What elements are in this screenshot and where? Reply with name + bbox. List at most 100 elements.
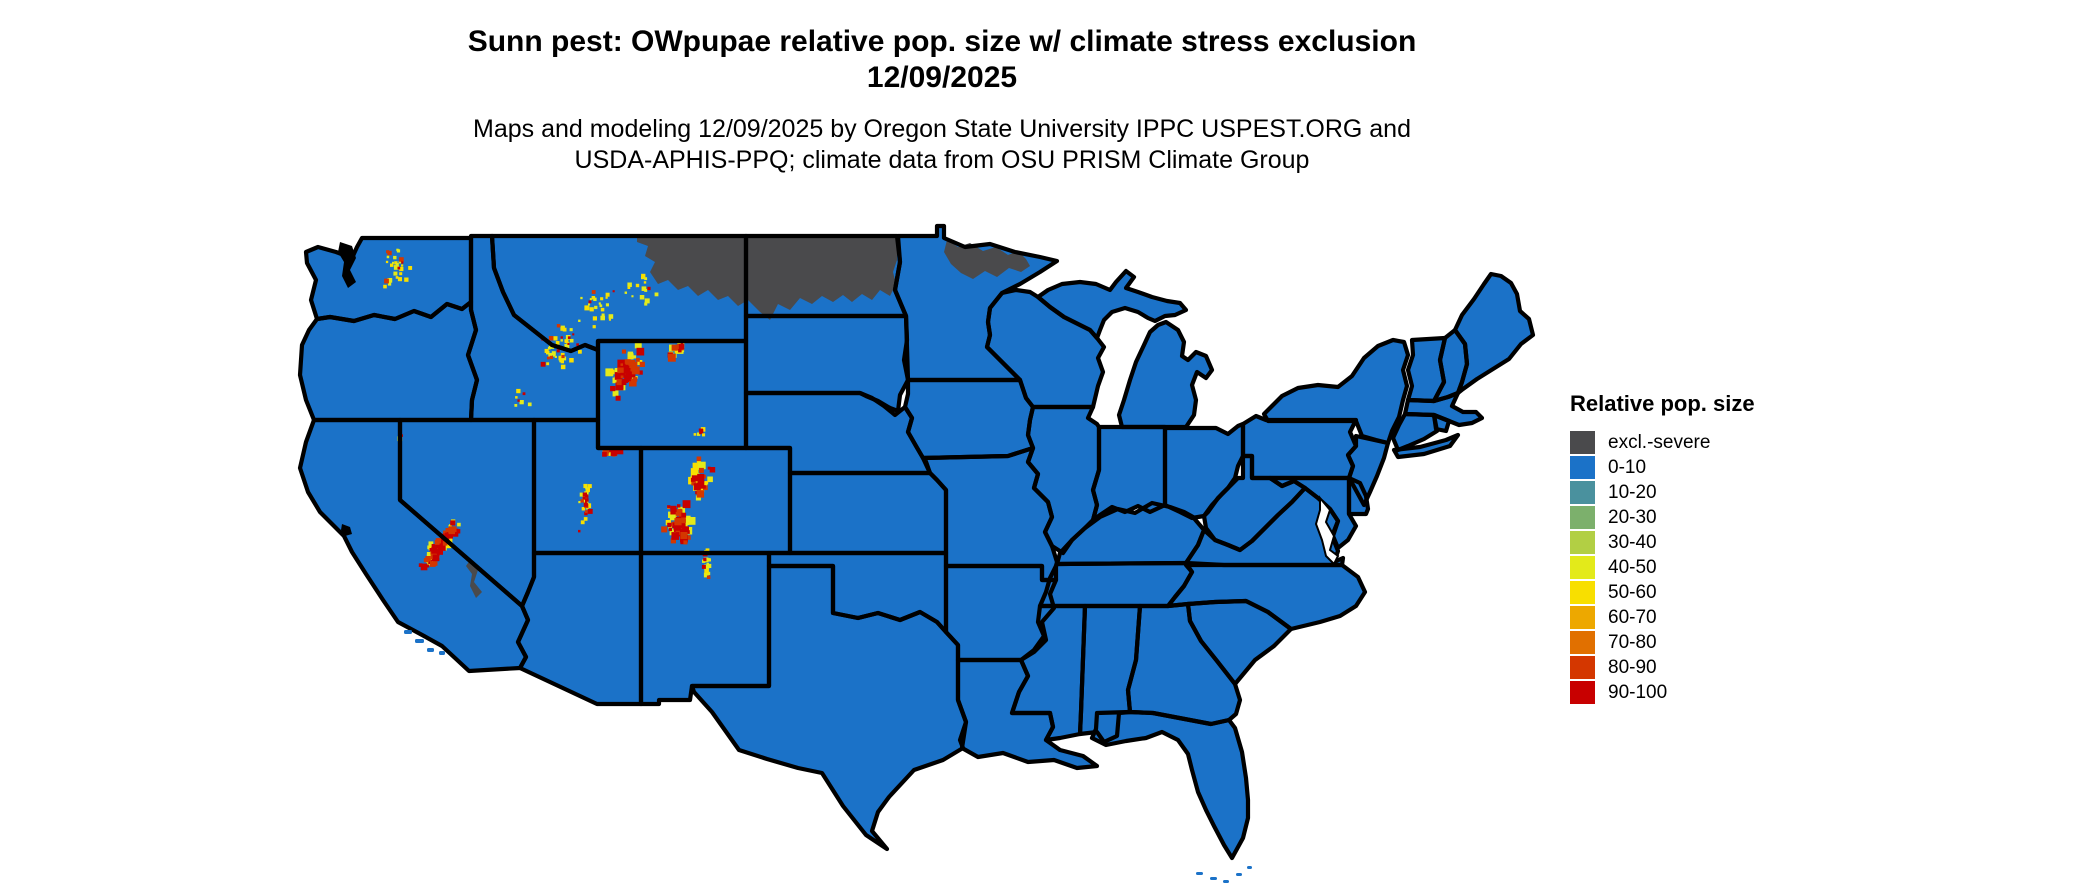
legend-swatch [1570, 456, 1595, 479]
legend-label: 40-50 [1608, 556, 1657, 578]
state-AL [1080, 606, 1140, 742]
state-border-TX [689, 563, 969, 852]
water-puget-sound [338, 242, 356, 288]
island-channel-island [404, 630, 412, 634]
legend-item: 80-90 [1570, 655, 1870, 680]
island-channel-island [415, 639, 424, 643]
island-florida-key [1236, 873, 1242, 876]
island-florida-key [1223, 880, 1229, 883]
state-SC [1188, 601, 1291, 684]
hotspot-sw-montana [578, 290, 627, 329]
legend-swatch [1570, 631, 1595, 654]
exclusion-zone-ca-nv-border-sliver [466, 560, 482, 598]
legend-item: 20-30 [1570, 505, 1870, 530]
state-border-NY-LI [1391, 432, 1461, 460]
hotspot-utah-plateau [578, 483, 593, 533]
legend-label: 20-30 [1608, 506, 1657, 528]
state-IA [905, 380, 1033, 458]
state-CT [1393, 414, 1437, 450]
legend-label: 80-90 [1608, 656, 1657, 678]
state-NV [400, 420, 534, 606]
legend-item: 90-100 [1570, 680, 1870, 705]
state-CO [641, 448, 790, 553]
state-NC [1168, 565, 1365, 629]
subtitle-line-2: USDA-APHIS-PPQ; climate data from OSU PR… [574, 146, 1310, 174]
legend-swatch [1570, 656, 1595, 679]
figure-subtitle: Maps and modeling 12/09/2025 by Oregon S… [230, 114, 1654, 176]
exclusion-zone-northern-montana-north-dakota [637, 238, 897, 320]
state-NJ [1348, 436, 1388, 505]
legend-item: 30-40 [1570, 530, 1870, 555]
hotspot-bighorn [667, 341, 685, 362]
hotspot-wy-medicine-bow [693, 427, 706, 437]
state-MD [1270, 478, 1356, 548]
state-MI [1119, 322, 1212, 427]
hotspot-nw-wyoming [605, 341, 645, 401]
hotspot-sierra-nevada [418, 519, 461, 571]
subtitle-line-1: Maps and modeling 12/09/2025 by Oregon S… [473, 115, 1411, 143]
legend-swatch [1570, 556, 1595, 579]
inlet-chesapeake-bay [1314, 495, 1340, 566]
legend-label: 50-60 [1608, 581, 1657, 603]
state-border-ME [1452, 271, 1536, 396]
state-SD [746, 316, 908, 411]
hotspot-mt-front [627, 273, 659, 306]
island-channel-island [439, 651, 445, 655]
state-MO [923, 448, 1057, 580]
state-OH [1165, 424, 1243, 518]
state-border-NY [1261, 337, 1411, 446]
legend-item: excl.-severe [1570, 430, 1870, 455]
state-TX [692, 566, 966, 849]
hotspot-co-front-range [688, 456, 716, 501]
legend-swatch [1570, 681, 1595, 704]
legend-label: excl.-severe [1608, 431, 1711, 453]
legend-label: 10-20 [1608, 481, 1657, 503]
legend-item: 10-20 [1570, 480, 1870, 505]
state-FL [1092, 712, 1248, 858]
legend-item: 60-70 [1570, 605, 1870, 630]
state-PA [1243, 416, 1356, 478]
state-AR [946, 566, 1056, 660]
state-IL [1028, 407, 1099, 553]
state-IN [1093, 427, 1165, 520]
state-border-MI [1116, 319, 1215, 430]
state-KS [790, 473, 946, 553]
legend-swatch [1570, 481, 1595, 504]
state-CA [300, 420, 528, 671]
legend-swatch [1570, 581, 1595, 604]
legend-swatch [1570, 506, 1595, 529]
state-MS [1012, 606, 1085, 740]
island-channel-island [427, 648, 434, 652]
legend-label: 70-80 [1608, 631, 1657, 653]
state-VT [1408, 338, 1445, 401]
state-border-NC [1165, 562, 1368, 632]
state-OK [769, 553, 946, 632]
map-legend: Relative pop. size excl.-severe 0-10 10-20… [1570, 391, 1870, 705]
state-border-DE [1346, 475, 1371, 517]
legend-item: 40-50 [1570, 555, 1870, 580]
legend-item: 50-60 [1570, 580, 1870, 605]
state-AZ [518, 553, 641, 704]
legend-swatch [1570, 606, 1595, 629]
hotspot-id-sawtooth [540, 324, 582, 370]
figure-title: Sunn pest: OWpupae relative pop. size w/… [230, 24, 1654, 96]
state-WV [1204, 456, 1305, 550]
state-NY [1264, 340, 1408, 443]
legend-label: 0-10 [1608, 456, 1647, 478]
hotspot-co-rockies [661, 500, 696, 545]
state-GA [1128, 604, 1240, 724]
legend-item: 70-80 [1570, 630, 1870, 655]
legend-item: 0-10 [1570, 455, 1870, 480]
island-florida-key [1210, 877, 1217, 880]
state-border-MI-UP [1035, 268, 1189, 341]
state-NM [641, 553, 769, 704]
legend-label: 30-40 [1608, 531, 1657, 553]
hotspot-wa-cascades [383, 248, 413, 289]
legend-swatch [1570, 531, 1595, 554]
legend-swatch [1570, 431, 1595, 454]
state-WI [987, 290, 1104, 407]
title-line-2: 12/09/2025 [866, 61, 1018, 94]
island-florida-key [1247, 866, 1252, 869]
title-line-1: Sunn pest: OWpupae relative pop. size w/… [467, 25, 1417, 58]
